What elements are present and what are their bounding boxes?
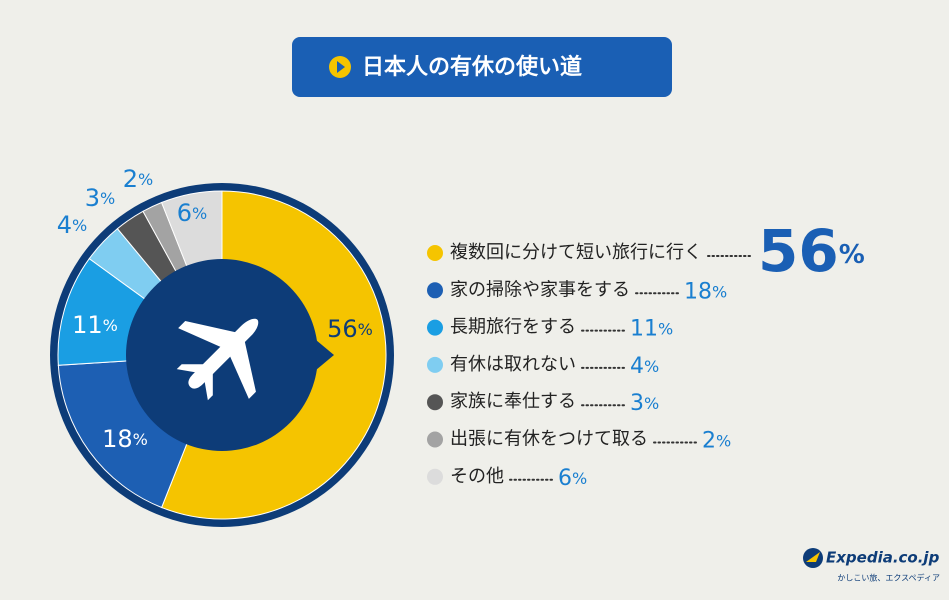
slice-label: 6%	[177, 199, 207, 227]
legend-label: 家族に奉仕する	[450, 391, 576, 412]
legend: 複数回に分けて短い旅行に行く 56% 家の掃除や家事をする 18% 長期旅行をする 11%…	[427, 217, 865, 491]
legend-label: 出張に有休をつけて取る	[450, 429, 648, 450]
pointer	[316, 340, 334, 370]
slice-label: 11%	[72, 311, 118, 339]
slice-label: 4%	[57, 211, 87, 239]
legend-value: 3%	[630, 391, 659, 416]
plane-icon	[176, 318, 259, 401]
legend-value: 4%	[630, 354, 659, 379]
brand-name: Expedia.co.jp	[826, 549, 940, 567]
legend-dot	[427, 431, 443, 448]
legend-dot	[427, 282, 443, 299]
legend-label: その他	[450, 466, 504, 487]
legend-value: 56%	[758, 217, 865, 285]
legend-dot	[427, 394, 443, 411]
legend-dot	[427, 356, 443, 373]
legend-label: 長期旅行をする	[450, 317, 576, 338]
slice-label: 56%	[327, 315, 373, 343]
legend-dot	[427, 245, 443, 261]
legend-value: 6%	[558, 466, 587, 491]
legend-label: 複数回に分けて短い旅行に行く	[450, 242, 702, 263]
legend-dot	[427, 319, 443, 336]
chart-title: 日本人の有休の使い道	[362, 54, 582, 80]
brand-logo-mark	[806, 552, 820, 562]
legend-value: 18%	[684, 279, 727, 304]
slice-label: 18%	[102, 425, 148, 453]
slice-label: 2%	[123, 165, 153, 193]
labels: 56% 18% 11% 4%3% 2% 6%	[57, 165, 373, 453]
brand-tagline: かしこい旅、エクスペディア	[837, 573, 940, 583]
legend-label: 家の掃除や家事をする	[450, 279, 630, 300]
title-box	[292, 37, 672, 97]
legend-dot	[427, 468, 443, 485]
legend-value: 2%	[702, 429, 731, 454]
slice-label: 3%	[85, 184, 115, 212]
legend-label: 有休は取れない	[450, 354, 576, 375]
legend-value: 11%	[630, 317, 673, 342]
title-icon-arrow	[337, 61, 345, 73]
